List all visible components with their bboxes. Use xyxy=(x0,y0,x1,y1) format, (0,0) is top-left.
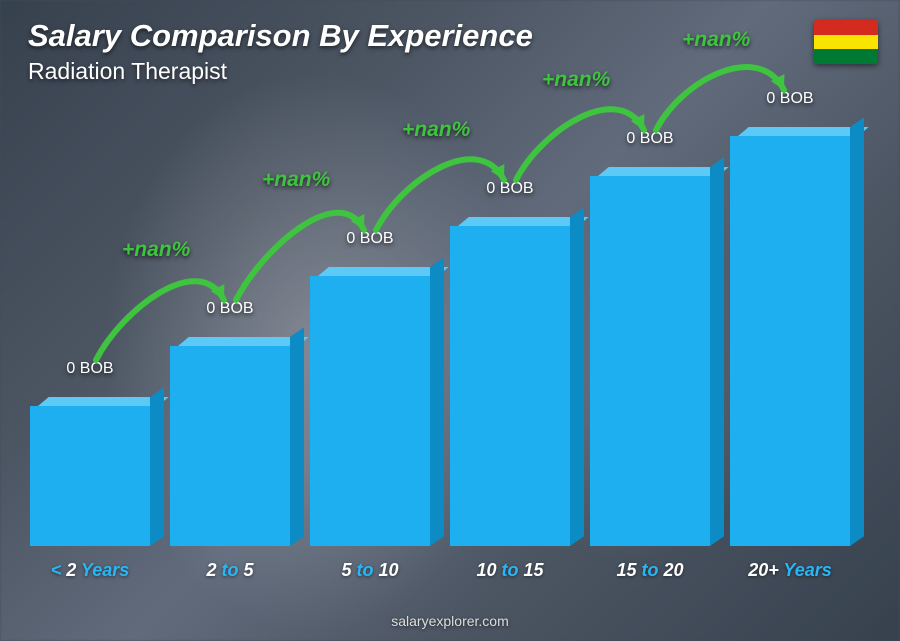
chart-container: Salary Comparison By Experience Radiatio… xyxy=(0,0,900,641)
bar xyxy=(730,118,850,546)
bar xyxy=(30,388,150,546)
bar-value-label: 0 BOB xyxy=(66,360,113,378)
bar-value-label: 0 BOB xyxy=(346,230,393,248)
header: Salary Comparison By Experience Radiatio… xyxy=(28,18,533,85)
bar-value-label: 0 BOB xyxy=(486,180,533,198)
bar-front-face xyxy=(730,136,850,546)
bar-side-face xyxy=(570,207,584,546)
delta-label: +nan% xyxy=(542,68,610,92)
bar-front-face xyxy=(310,276,430,546)
page-subtitle: Radiation Therapist xyxy=(28,58,533,85)
bar-side-face xyxy=(150,387,164,546)
bar-group: 0 BOB < 2 Years xyxy=(30,360,150,581)
bar-category-label: 2 to 5 xyxy=(206,560,253,581)
country-flag-icon xyxy=(814,20,878,64)
bar-group: 0 BOB 15 to 20 xyxy=(590,130,710,581)
bar-category-label: < 2 Years xyxy=(51,560,130,581)
bar-side-face xyxy=(710,157,724,546)
bar xyxy=(170,328,290,546)
bar-side-face xyxy=(290,327,304,546)
flag-stripe-bot xyxy=(814,49,878,64)
flag-stripe-top xyxy=(814,20,878,35)
bar-value-label: 0 BOB xyxy=(206,300,253,318)
bar-side-face xyxy=(850,117,864,546)
bar-value-label: 0 BOB xyxy=(626,130,673,148)
bar-group: 0 BOB 2 to 5 xyxy=(170,300,290,581)
bar-value-label: 0 BOB xyxy=(766,90,813,108)
bar-category-label: 10 to 15 xyxy=(476,560,543,581)
delta-label: +nan% xyxy=(122,238,190,262)
footer-credit: salaryexplorer.com xyxy=(0,613,900,629)
bar-front-face xyxy=(170,346,290,546)
bar xyxy=(310,258,430,546)
page-title: Salary Comparison By Experience xyxy=(28,18,533,54)
bar xyxy=(590,158,710,546)
delta-label: +nan% xyxy=(402,118,470,142)
delta-label: +nan% xyxy=(682,28,750,52)
bar-front-face xyxy=(450,226,570,546)
bar-category-label: 15 to 20 xyxy=(616,560,683,581)
bar-chart: 0 BOB< 2 Years0 BOB2 to 50 BOB5 to 100 B… xyxy=(30,111,850,581)
bar-group: 0 BOB 20+ Years xyxy=(730,90,850,581)
bar-side-face xyxy=(430,257,444,546)
bar-group: 0 BOB 5 to 10 xyxy=(310,230,430,581)
bar-category-label: 5 to 10 xyxy=(341,560,398,581)
delta-label: +nan% xyxy=(262,168,330,192)
flag-stripe-mid xyxy=(814,35,878,50)
bar-category-label: 20+ Years xyxy=(748,560,832,581)
bar xyxy=(450,208,570,546)
bar-front-face xyxy=(590,176,710,546)
bar-front-face xyxy=(30,406,150,546)
bar-group: 0 BOB 10 to 15 xyxy=(450,180,570,581)
